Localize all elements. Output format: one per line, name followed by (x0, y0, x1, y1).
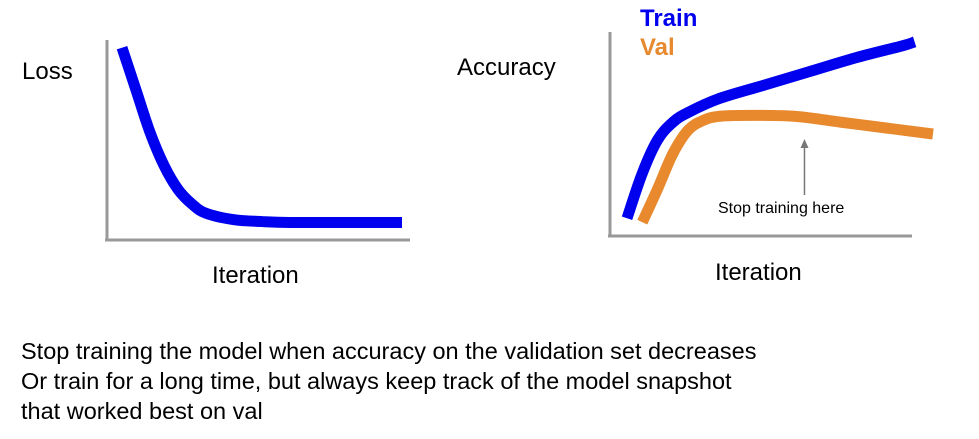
caption: Stop training the model when accuracy on… (21, 336, 756, 426)
accuracy-x-axis-label: Iteration (715, 259, 802, 286)
legend: Train Val (640, 4, 697, 62)
accuracy-series-group (621, 36, 934, 225)
stop-training-annotation: Stop training here (718, 200, 845, 217)
accuracy-y-axis-label: Accuracy (457, 54, 556, 81)
loss-series-1-line (116, 45, 402, 229)
loss-y-axis-label: Loss (22, 58, 73, 85)
accuracy-chart (608, 32, 934, 238)
annotation-arrow-head (800, 139, 809, 148)
legend-train: Train (640, 5, 698, 32)
accuracy-train-line (621, 36, 917, 221)
caption-line-1: Stop training the model when accuracy on… (21, 338, 757, 364)
caption-line-2: Or train for a long time, but always kee… (21, 368, 732, 394)
loss-x-axis-label: Iteration (212, 262, 299, 289)
caption-line-3: that worked best on val (21, 398, 263, 424)
loss-chart (105, 40, 410, 242)
legend-val: Val (640, 34, 675, 61)
loss-series-group (116, 45, 402, 229)
accuracy-val-line (637, 109, 934, 225)
